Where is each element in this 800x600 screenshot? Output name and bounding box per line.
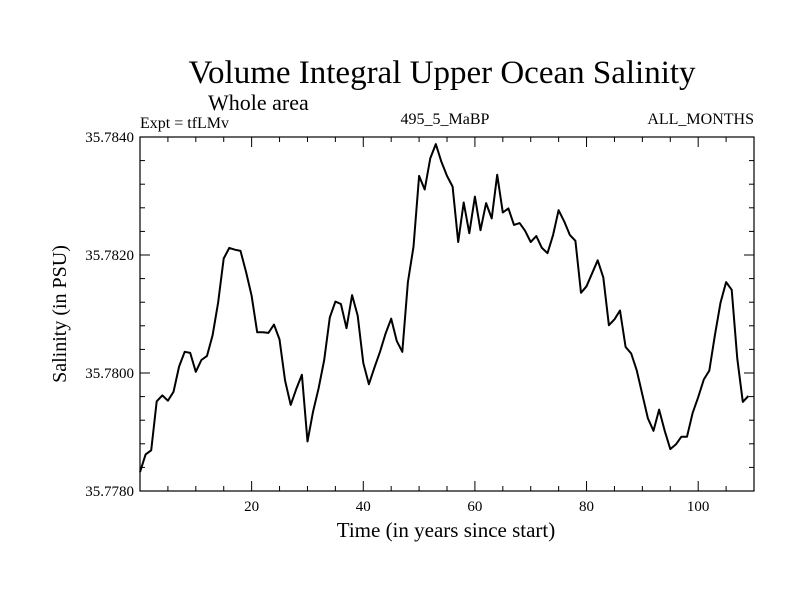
x-axis-label: Time (in years since start) — [337, 518, 556, 542]
y-tick-label: 35.7780 — [85, 484, 134, 500]
chart-subtitle: Whole area — [208, 90, 309, 115]
x-tick-label: 40 — [356, 499, 371, 515]
experiment-label: Expt = tfLMv — [140, 115, 229, 132]
salinity-line — [139, 143, 750, 473]
y-axis-label: Salinity (in PSU) — [49, 245, 71, 383]
y-tick-labels: 35.7780 35.7800 35.7820 35.7840 — [85, 130, 134, 500]
x-tick-label: 20 — [244, 499, 259, 515]
y-tick-label: 35.7840 — [85, 130, 134, 146]
months-label: ALL_MONTHS — [647, 111, 754, 128]
y-tick-label: 35.7820 — [85, 248, 134, 264]
x-tick-label: 80 — [579, 499, 594, 515]
plot-frame — [139, 136, 755, 492]
x-tick-labels: 20 40 60 80 100 — [244, 499, 709, 515]
x-tick-label: 100 — [687, 499, 710, 515]
y-ticks — [140, 160, 754, 468]
run-label: 495_5_MaBP — [401, 111, 490, 128]
y-tick-label: 35.7800 — [85, 366, 134, 382]
x-ticks — [167, 137, 727, 491]
chart-title: Volume Integral Upper Ocean Salinity — [188, 55, 696, 91]
x-tick-label: 60 — [467, 499, 482, 515]
